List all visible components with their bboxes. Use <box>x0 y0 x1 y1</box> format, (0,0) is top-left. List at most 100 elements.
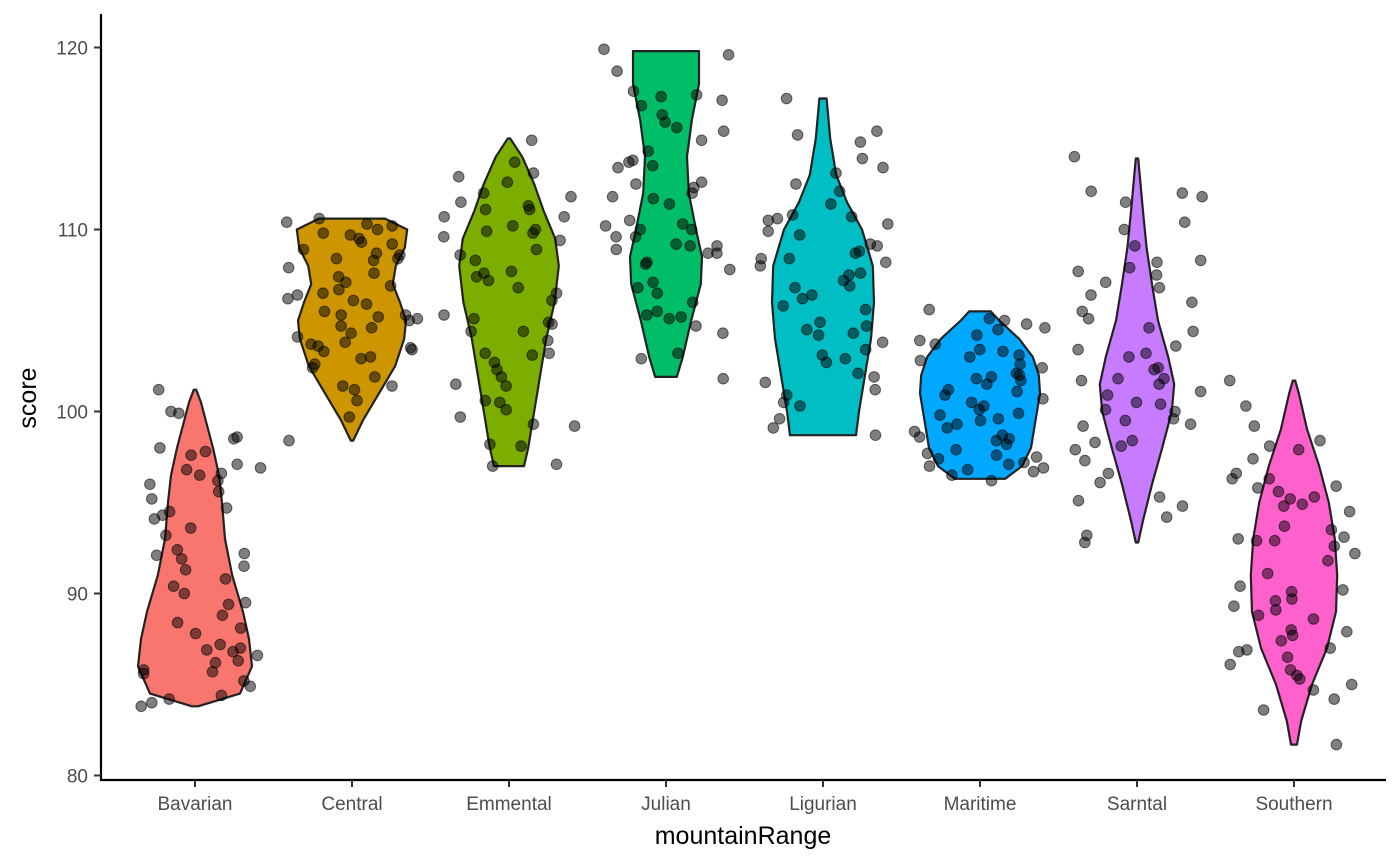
data-point <box>990 449 1003 462</box>
data-point <box>500 403 513 416</box>
data-point <box>469 254 482 267</box>
data-point <box>639 258 652 270</box>
data-point <box>1002 458 1015 471</box>
data-point <box>1030 451 1043 463</box>
data-point <box>598 43 610 56</box>
data-point <box>1328 540 1341 553</box>
data-point <box>554 234 566 247</box>
data-point <box>318 305 331 318</box>
data-point <box>686 296 699 309</box>
data-point <box>339 336 352 349</box>
data-point <box>1272 485 1285 498</box>
data-point <box>1349 547 1361 560</box>
data-point <box>238 675 250 687</box>
data-point <box>351 394 363 407</box>
data-point <box>921 447 934 460</box>
data-point <box>651 287 664 300</box>
data-point <box>184 522 197 534</box>
y-tick-label: 110 <box>58 221 88 242</box>
data-point <box>1232 533 1244 545</box>
data-point <box>171 616 184 629</box>
data-point <box>384 280 397 292</box>
data-point <box>565 190 577 203</box>
data-point <box>923 460 936 472</box>
data-point <box>234 622 247 634</box>
data-point <box>222 598 235 611</box>
data-point <box>610 231 622 243</box>
data-point <box>1308 491 1321 503</box>
data-point <box>1178 216 1191 228</box>
data-point <box>1003 433 1016 445</box>
data-point <box>154 442 166 454</box>
data-point <box>816 349 829 361</box>
x-tick-label-emmental: Emmental <box>466 794 552 815</box>
points-maritime <box>908 303 1051 487</box>
data-point <box>1224 658 1236 671</box>
data-point <box>479 394 492 407</box>
data-point <box>599 220 612 232</box>
data-point <box>1252 482 1264 494</box>
data-point <box>1250 534 1263 547</box>
data-point <box>690 320 702 332</box>
data-point <box>1307 613 1320 625</box>
data-point <box>406 343 418 356</box>
data-point <box>280 216 293 228</box>
x-tick-label-maritime: Maritime <box>944 794 1017 815</box>
data-point <box>970 372 983 385</box>
data-point <box>1069 443 1082 456</box>
data-point <box>695 176 708 188</box>
data-point <box>1160 511 1173 523</box>
data-point <box>882 218 894 230</box>
data-point <box>852 367 864 380</box>
data-point <box>1130 396 1143 409</box>
data-point <box>783 252 796 265</box>
data-point <box>484 438 496 451</box>
data-point <box>675 311 688 323</box>
data-point <box>1325 524 1338 536</box>
data-point <box>983 312 996 325</box>
data-point <box>1176 187 1189 199</box>
data-point <box>686 187 699 199</box>
data-point <box>438 231 450 243</box>
data-point <box>1150 269 1163 281</box>
data-point <box>1154 398 1167 411</box>
data-point <box>215 467 228 480</box>
data-point <box>1322 554 1334 567</box>
data-point <box>507 220 519 232</box>
data-point <box>1143 322 1155 334</box>
data-point <box>343 411 356 423</box>
data-point <box>146 696 158 709</box>
data-point <box>1330 480 1342 492</box>
data-point <box>403 314 416 327</box>
data-point <box>610 243 623 256</box>
data-point <box>685 223 698 236</box>
data-point <box>771 212 784 225</box>
data-point <box>1037 462 1050 474</box>
data-point <box>558 211 571 223</box>
data-point <box>627 85 640 97</box>
data-point <box>1072 494 1085 507</box>
data-point <box>1099 403 1112 416</box>
data-point <box>220 502 233 514</box>
data-point <box>1345 678 1358 691</box>
data-point <box>716 94 728 107</box>
data-point <box>335 320 347 332</box>
data-point <box>137 664 150 676</box>
data-point <box>1112 372 1124 385</box>
data-point <box>337 380 349 392</box>
data-point <box>934 409 946 421</box>
data-point <box>1036 362 1048 374</box>
data-point <box>333 283 345 296</box>
data-point <box>238 560 250 573</box>
data-point <box>611 65 623 77</box>
data-point <box>1257 704 1270 716</box>
data-point <box>853 245 866 258</box>
y-tick-label: 100 <box>56 403 88 424</box>
data-point <box>180 463 193 476</box>
data-point <box>1170 340 1182 352</box>
data-point <box>340 276 352 289</box>
data-point <box>659 116 672 128</box>
data-point <box>369 371 381 383</box>
data-point <box>1094 476 1106 489</box>
data-point <box>1330 738 1343 751</box>
